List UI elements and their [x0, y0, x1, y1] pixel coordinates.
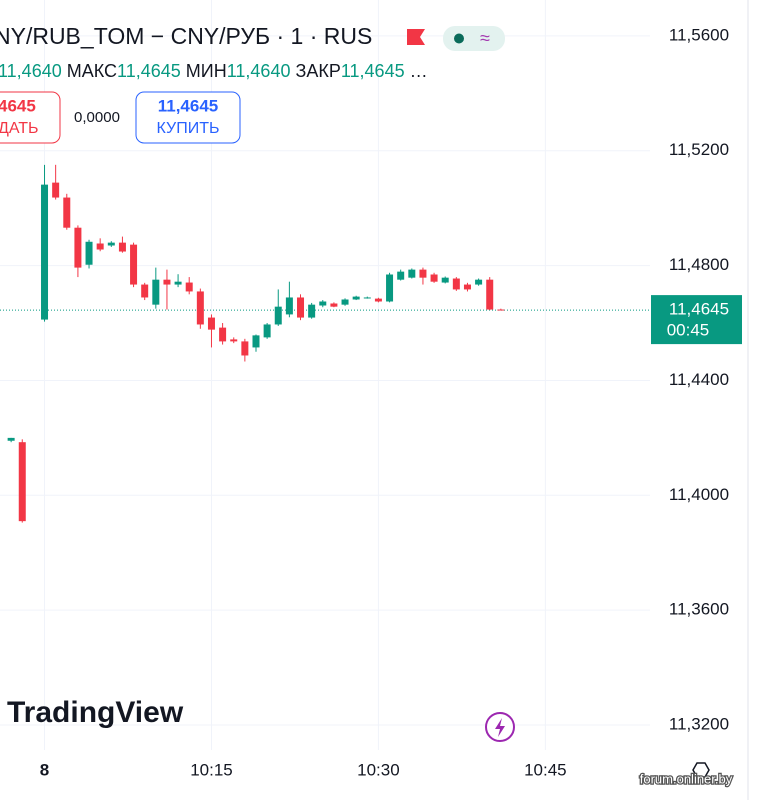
- x-tick-label: 10:30: [357, 760, 400, 779]
- candle-body: [263, 324, 271, 338]
- candle-body: [118, 242, 126, 252]
- x-tick-label: 8: [40, 760, 49, 779]
- candle-body: [341, 299, 349, 305]
- ohlc-line: 11,4640 МАКС11,4645 МИН11,4640 ЗАКР11,46…: [0, 61, 428, 81]
- candle-body: [196, 291, 204, 325]
- flag-icon: [407, 29, 425, 45]
- last-price-box: [651, 295, 742, 345]
- candle-body: [430, 274, 438, 282]
- y-tick-label: 11,3200: [669, 715, 729, 734]
- candle-body: [63, 197, 71, 228]
- buy-label: КУПИТЬ: [157, 120, 220, 137]
- candle-body: [85, 241, 93, 265]
- y-tick-label: 11,4400: [669, 370, 729, 389]
- candle-body: [18, 442, 26, 522]
- candle-body: [107, 242, 115, 246]
- candle-body: [252, 335, 260, 348]
- sell-price: 4645: [0, 96, 36, 115]
- candle-body: [297, 297, 305, 318]
- candle-body: [185, 282, 193, 292]
- y-tick-label: 11,4000: [669, 485, 729, 504]
- candle-body: [52, 182, 60, 198]
- candle-body: [419, 269, 427, 278]
- candle-body: [308, 304, 316, 318]
- spread: 0,0000: [74, 109, 120, 126]
- candle-body: [452, 278, 460, 290]
- countdown: 00:45: [667, 321, 710, 340]
- candle-body: [230, 339, 238, 342]
- logo: TradingView: [7, 696, 184, 729]
- buy-button[interactable]: [135, 91, 241, 144]
- candle-body: [363, 297, 371, 299]
- status-wave: ≈: [480, 28, 490, 48]
- y-tick-label: 11,3600: [669, 600, 729, 619]
- candle-body: [386, 274, 394, 302]
- sell-label: ДАТЬ: [0, 120, 39, 137]
- more: …: [410, 61, 428, 81]
- x-tick-label: 10:15: [190, 760, 233, 779]
- stat-label: МАКС: [67, 61, 117, 81]
- candle-body: [174, 281, 182, 285]
- candle-body: [241, 341, 249, 356]
- candle-body: [274, 306, 282, 325]
- candles: [7, 164, 505, 523]
- stat-value: 11,4640: [227, 61, 291, 81]
- overlay: NY/RUB_TOM − CNY/РУБ · 1 · RUS ≈ 4645 ДА…: [0, 23, 734, 788]
- candle-body: [207, 317, 215, 330]
- candle-body: [397, 271, 405, 280]
- candle-body: [374, 298, 382, 302]
- candle-body: [441, 277, 449, 283]
- watermark: forum.onliner.by: [640, 771, 733, 786]
- candle-body: [330, 303, 338, 307]
- candle-body: [163, 279, 171, 285]
- candle-body: [152, 279, 160, 305]
- candle-body: [141, 284, 149, 298]
- candle-body: [74, 227, 82, 268]
- y-tick-label: 11,4800: [669, 255, 729, 274]
- candle-body: [96, 243, 104, 250]
- x-tick-label: 10:45: [524, 760, 567, 779]
- stat-label: ЗАКР: [295, 61, 340, 81]
- candle-body: [41, 184, 49, 320]
- candle-body: [352, 296, 360, 300]
- candle-body: [497, 309, 505, 311]
- candle-body: [7, 437, 15, 441]
- status-pill[interactable]: [443, 26, 505, 51]
- candle-body: [463, 284, 471, 290]
- y-tick-label: 11,5600: [669, 25, 729, 44]
- candle-body: [475, 279, 483, 285]
- y-tick-label: 11,5200: [669, 140, 729, 159]
- candle-body: [219, 327, 227, 342]
- symbol-title: NY/RUB_TOM − CNY/РУБ · 1 · RUS: [0, 23, 372, 49]
- candle-body: [285, 297, 293, 315]
- candle-body: [130, 244, 138, 285]
- candle-body: [486, 279, 494, 310]
- sell-button[interactable]: [0, 91, 61, 144]
- settings-icon[interactable]: [692, 762, 710, 778]
- last-price-label: 11,4645: [669, 300, 729, 319]
- lightning-icon: [495, 718, 505, 737]
- status-dot: [454, 33, 464, 44]
- candle-body: [408, 269, 416, 278]
- stat-label: МИН: [186, 61, 227, 81]
- open-value: 11,4640: [0, 61, 62, 81]
- candle-body: [319, 301, 327, 306]
- stat-value: 11,4645: [117, 61, 181, 81]
- stat-value: 11,4645: [341, 61, 405, 81]
- buy-price: 11,4645: [158, 96, 219, 115]
